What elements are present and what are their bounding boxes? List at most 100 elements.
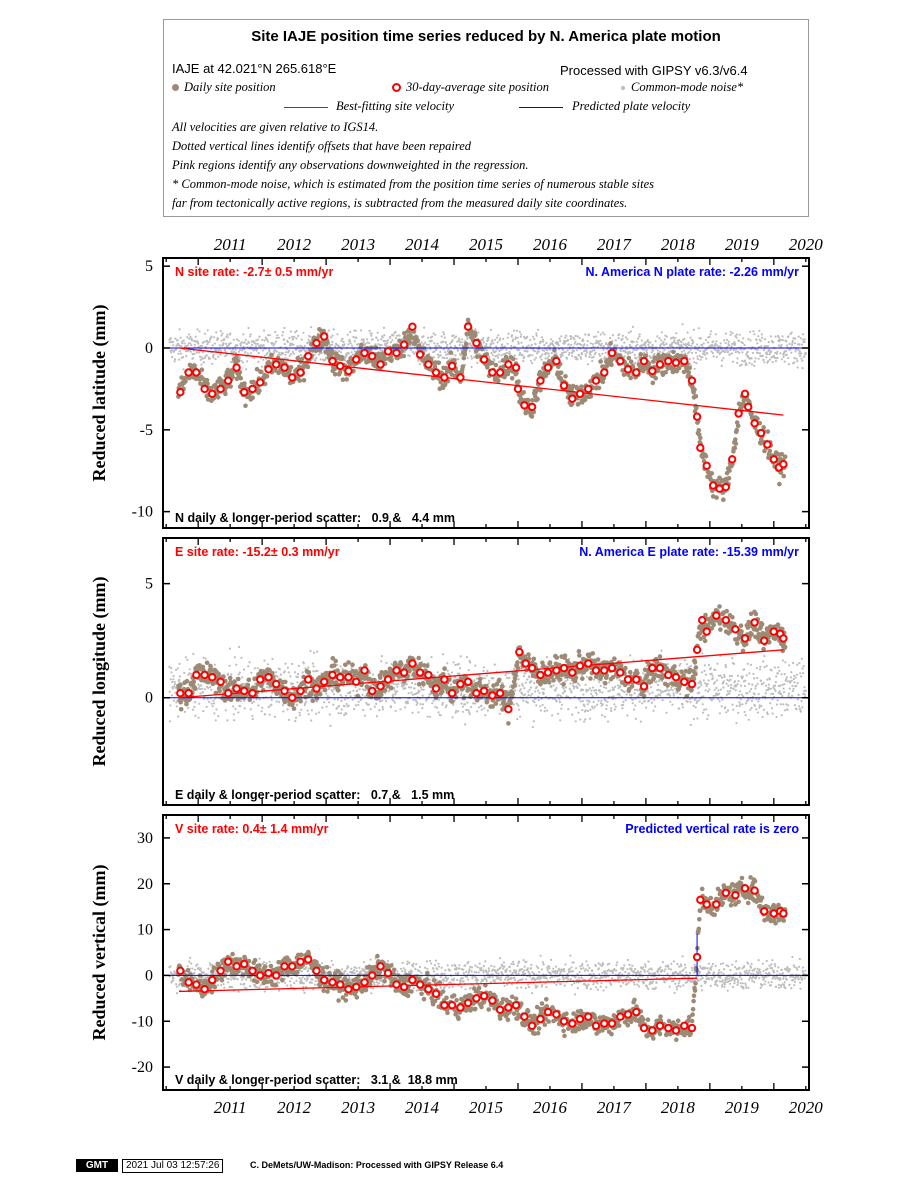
common-mode-point xyxy=(560,335,563,338)
avg-point xyxy=(296,368,305,377)
common-mode-point xyxy=(631,702,634,705)
daily-point xyxy=(732,445,738,451)
common-mode-point xyxy=(708,688,711,691)
common-mode-point xyxy=(581,700,584,703)
common-mode-point xyxy=(429,715,432,718)
common-mode-point xyxy=(268,350,271,353)
common-mode-point xyxy=(362,338,365,341)
common-mode-point xyxy=(379,700,382,703)
common-mode-point xyxy=(756,682,759,686)
daily-point xyxy=(563,374,568,379)
daily-point xyxy=(500,358,506,363)
common-mode-point xyxy=(171,687,174,690)
common-mode-point xyxy=(381,349,384,352)
common-mode-point xyxy=(649,686,653,689)
common-mode-point xyxy=(297,664,300,668)
common-mode-point xyxy=(617,687,620,690)
common-mode-point xyxy=(239,348,242,351)
common-mode-point xyxy=(175,701,178,704)
common-mode-point xyxy=(483,677,486,680)
common-mode-point xyxy=(226,333,229,336)
common-mode-point xyxy=(196,328,199,331)
common-mode-point xyxy=(243,707,246,710)
common-mode-point xyxy=(584,355,588,358)
common-mode-point xyxy=(634,361,637,364)
common-mode-point xyxy=(442,340,445,343)
common-mode-point xyxy=(739,684,743,687)
common-mode-point xyxy=(364,342,367,346)
common-mode-point xyxy=(724,350,727,354)
common-mode-point xyxy=(712,355,715,358)
common-mode-point xyxy=(502,337,505,340)
daily-label: Daily site position xyxy=(184,80,276,94)
avg-point xyxy=(479,355,489,364)
common-mode-point xyxy=(735,722,738,725)
common-mode-point xyxy=(192,652,195,656)
common-mode-point xyxy=(646,339,649,342)
common-mode-point xyxy=(586,363,590,366)
common-mode-point xyxy=(186,706,190,710)
common-mode-point xyxy=(325,692,328,695)
common-mode-point xyxy=(482,666,485,669)
common-mode-point xyxy=(339,694,342,697)
common-mode-point xyxy=(340,712,343,715)
common-mode-point xyxy=(528,353,532,356)
note-line: All velocities are given relative to IGS… xyxy=(172,120,379,134)
common-mode-point xyxy=(389,335,392,338)
common-mode-point xyxy=(765,351,768,354)
legend-box: Site IAJE position time series reduced b… xyxy=(163,19,809,217)
common-mode-point xyxy=(303,344,306,347)
common-mode-point xyxy=(564,689,567,693)
common-mode-point xyxy=(770,692,773,695)
common-mode-point xyxy=(535,704,538,707)
common-mode-point xyxy=(487,682,490,685)
common-mode-point xyxy=(410,348,413,351)
common-mode-point xyxy=(499,703,502,707)
common-mode-point xyxy=(626,338,629,341)
common-mode-point xyxy=(750,357,753,360)
common-mode-point xyxy=(646,351,649,354)
avg-point xyxy=(208,389,217,398)
common-mode-point xyxy=(725,682,728,685)
common-mode-point xyxy=(629,654,632,657)
common-mode-point xyxy=(463,703,466,706)
daily-point xyxy=(462,351,468,357)
common-mode-point xyxy=(560,707,563,710)
common-mode-point xyxy=(772,341,775,344)
common-mode-point xyxy=(446,669,449,672)
common-mode-point xyxy=(719,674,722,677)
common-mode-point xyxy=(546,357,549,360)
avg-point xyxy=(744,402,753,412)
common-mode-point xyxy=(191,708,195,711)
common-mode-point xyxy=(746,350,749,353)
common-mode-point xyxy=(495,336,498,339)
common-mode-point xyxy=(622,703,625,707)
common-mode-point xyxy=(410,686,413,689)
common-mode-point xyxy=(681,703,684,706)
common-mode-point xyxy=(291,662,294,666)
common-mode-point xyxy=(701,652,704,655)
common-mode-point xyxy=(535,686,538,689)
common-mode-point xyxy=(377,343,380,346)
avg-point xyxy=(280,363,289,372)
common-mode-point xyxy=(716,351,719,354)
common-mode-point xyxy=(437,356,440,359)
common-mode-point xyxy=(485,342,488,346)
common-mode-point xyxy=(496,348,499,351)
common-mode-point xyxy=(691,351,694,354)
common-mode-point xyxy=(578,336,581,340)
common-mode-point xyxy=(631,351,634,354)
common-mode-point xyxy=(336,333,339,336)
note-line: Dotted vertical lines identify offsets t… xyxy=(172,139,471,153)
common-mode-point xyxy=(469,661,472,664)
common-mode-point xyxy=(288,354,291,357)
common-mode-point xyxy=(583,343,586,346)
common-mode-point xyxy=(761,336,764,339)
common-mode-point xyxy=(723,673,726,677)
common-mode-point xyxy=(445,704,448,707)
daily-point xyxy=(657,355,663,360)
common-mode-point xyxy=(202,361,205,364)
common-mode-point xyxy=(413,352,416,355)
daily-point xyxy=(609,362,614,368)
common-mode-point xyxy=(201,687,204,690)
